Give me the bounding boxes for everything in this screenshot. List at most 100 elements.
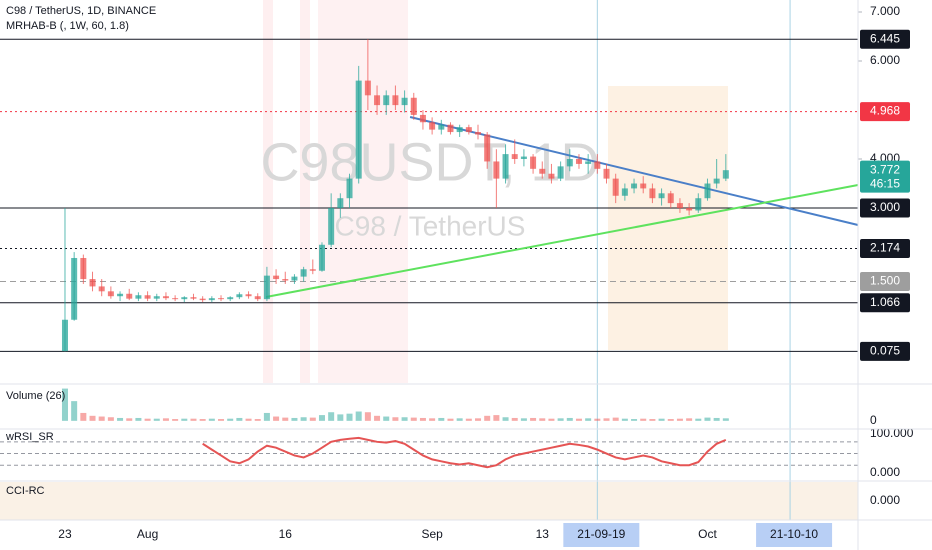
date-label-box xyxy=(563,523,640,547)
candle-body xyxy=(199,298,206,301)
candle-body xyxy=(585,161,592,164)
candle-body xyxy=(539,168,546,174)
candle-body xyxy=(502,154,509,179)
candle-body xyxy=(484,134,491,162)
volume-bar xyxy=(419,417,426,421)
volume-bar xyxy=(364,412,371,421)
candle-body xyxy=(447,124,454,133)
candle-body xyxy=(61,319,68,352)
volume-bar xyxy=(447,418,454,421)
volume-bar xyxy=(603,418,610,421)
projection-box xyxy=(608,86,728,350)
candle-body xyxy=(236,294,243,298)
volume-bar xyxy=(612,417,619,421)
candle-body xyxy=(383,95,390,106)
price-label-box xyxy=(860,272,910,292)
volume-bar xyxy=(117,417,124,421)
candle-body xyxy=(704,183,711,199)
cci-background xyxy=(0,482,858,520)
candle-body xyxy=(98,286,105,292)
price-label: 1.066 xyxy=(870,295,900,309)
price-label: 3.000 xyxy=(870,200,900,214)
x-tick-label: Sep xyxy=(421,527,443,541)
candle-body xyxy=(401,97,408,106)
candle-body xyxy=(566,159,573,167)
volume-bar xyxy=(631,419,638,421)
volume-bar xyxy=(282,417,289,421)
rsi-line xyxy=(202,436,727,469)
price-label: 1.500 xyxy=(870,274,900,288)
price-label: 3.772 xyxy=(870,162,900,176)
candle-body xyxy=(520,156,527,160)
y-tick-label: 6.000 xyxy=(870,53,900,67)
candle-body xyxy=(282,279,289,281)
y-tick-label: 0.000 xyxy=(870,493,900,507)
symbol-title: C98 / TetherUS, 1D, BINANCE xyxy=(6,5,156,17)
price-label: 2.174 xyxy=(870,241,900,255)
candle-body xyxy=(410,97,417,115)
candle-body xyxy=(172,298,179,300)
candle-body xyxy=(190,297,197,299)
volume-bar xyxy=(71,401,78,421)
price-label-box xyxy=(860,102,910,122)
volume-bar xyxy=(686,418,693,421)
price-label-box xyxy=(860,29,910,49)
volume-bar xyxy=(107,417,114,421)
volume-bar xyxy=(80,412,87,421)
candle-body xyxy=(208,298,215,301)
watermark-sub: C98 / TetherUS xyxy=(335,210,526,241)
volume-bar xyxy=(162,418,169,421)
candle-body xyxy=(686,208,693,211)
volume-bar xyxy=(263,412,270,421)
date-label-box xyxy=(756,523,833,547)
x-tick-label: 16 xyxy=(279,527,293,541)
volume-bar xyxy=(144,418,151,421)
volume-bar xyxy=(676,418,683,421)
candle-body xyxy=(438,124,445,130)
volume-bar xyxy=(190,418,197,421)
volume-bar xyxy=(328,412,335,421)
x-tick-label: 13 xyxy=(536,527,550,541)
volume-bar xyxy=(401,417,408,421)
volume-bar xyxy=(153,418,160,421)
volume-bar xyxy=(557,418,564,421)
y-tick-label: 100.000 xyxy=(870,426,914,440)
volume-bar xyxy=(649,419,656,421)
session-band xyxy=(300,0,310,383)
price-label: 0.075 xyxy=(870,344,900,358)
candle-body xyxy=(557,166,564,179)
price-label-box xyxy=(860,341,910,361)
x-tick-label: Oct xyxy=(698,527,717,541)
candle-body xyxy=(227,297,234,300)
candle-body xyxy=(144,295,151,299)
volume-bar xyxy=(438,417,445,421)
candle-body xyxy=(181,297,188,300)
volume-bar xyxy=(704,417,711,421)
candle-body xyxy=(493,161,500,179)
volume-bar xyxy=(713,417,720,421)
volume-bar xyxy=(410,417,417,421)
volume-bar xyxy=(493,415,500,421)
volume-bar xyxy=(236,417,243,421)
volume-bar xyxy=(218,419,225,421)
x-tick-label: Aug xyxy=(137,527,158,541)
price-label-box xyxy=(860,198,910,218)
volume-bar xyxy=(548,418,555,421)
candle-body xyxy=(245,294,252,297)
volume-bar xyxy=(172,419,179,421)
volume-bar xyxy=(585,418,592,421)
candle-body xyxy=(658,193,665,199)
volume-bar xyxy=(658,418,665,421)
countdown: 46:15 xyxy=(870,176,900,190)
candle-body xyxy=(80,257,87,280)
volume-bar xyxy=(300,417,307,421)
volume-bar xyxy=(575,418,582,421)
candle-body xyxy=(153,296,160,299)
candle-body xyxy=(640,183,647,189)
volume-bar xyxy=(135,417,142,421)
candle-body xyxy=(254,296,261,300)
volume-bar xyxy=(126,418,133,421)
volume-bar xyxy=(511,417,518,421)
